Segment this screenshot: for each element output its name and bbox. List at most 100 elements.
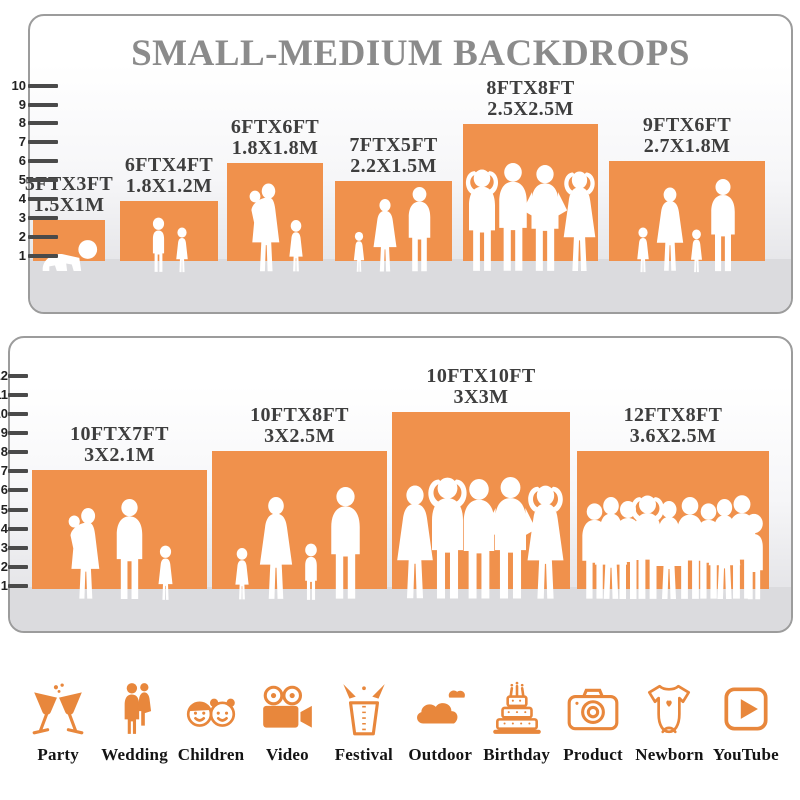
product-camera-icon	[567, 688, 619, 731]
size-m-label: 1.8X1.8M	[231, 137, 319, 159]
ruler-number: 5	[18, 172, 26, 187]
ruler-tick	[28, 254, 58, 258]
ruler-tick	[28, 84, 58, 88]
ruler-tick	[28, 140, 58, 144]
bar-size-label: 9FTX6FT 2.7X1.8M	[643, 115, 731, 157]
category-label: Video	[265, 745, 309, 764]
backdrop-bar	[227, 163, 323, 261]
category-item: Wedding	[96, 650, 172, 765]
ruler-tick	[8, 469, 28, 473]
size-m-label: 3X2.5M	[264, 425, 335, 447]
backdrop-bar	[392, 412, 570, 589]
ruler-tick	[8, 431, 28, 435]
children-faces-icon	[186, 698, 236, 727]
ruler-number: 7	[18, 134, 26, 149]
ruler-number: 2	[18, 229, 26, 244]
bar-size-label: 10FTX10FT 3X3M	[426, 366, 535, 408]
size-ft-label: 7FTX5FT	[349, 134, 438, 156]
category-item: Party	[20, 650, 96, 765]
ruler-number: 6	[0, 482, 8, 497]
category-label: Product	[563, 745, 623, 764]
wedding-couple-icon-box	[106, 678, 164, 740]
backdrop-bar	[577, 451, 769, 589]
page-title: SMALL-MEDIUM BACKDROPS	[131, 33, 690, 74]
category-item: Birthday	[478, 650, 554, 765]
size-m-label: 3.6X2.5M	[629, 425, 717, 447]
bar-size-label: 10FTX8FT 3X2.5M	[250, 405, 349, 447]
ruler-tick	[8, 508, 28, 512]
children-faces-icon-box	[182, 678, 240, 740]
video-camera-icon	[263, 685, 313, 728]
ruler-number: 6	[18, 153, 26, 168]
ruler-tick	[28, 103, 58, 107]
product-camera-icon-box	[564, 678, 622, 740]
size-ft-label: 9FTX6FT	[642, 114, 732, 136]
ruler-tick	[28, 216, 58, 220]
video-camera-icon-box	[258, 678, 316, 740]
ruler-tick	[8, 393, 28, 397]
ruler-tick	[8, 450, 28, 454]
ruler-number: 11	[0, 387, 8, 402]
category-label: Birthday	[483, 745, 551, 764]
panel-small-backdrops: SMALL-MEDIUM BACKDROPS 1 2 3 4 5 6 7 8 9 10 5FTX3…	[12, 14, 793, 314]
ruler-number: 3	[0, 540, 8, 555]
youtube-play-icon-box	[717, 678, 775, 740]
ruler-number: 7	[0, 463, 8, 478]
category-item: Children	[173, 650, 249, 765]
backdrop-bar	[463, 124, 598, 261]
newborn-onesie-icon-box	[640, 678, 698, 740]
ruler-tick	[8, 412, 28, 416]
bar-size-label: 8FTX8FT 2.5X2.5M	[486, 78, 574, 120]
ruler-number: 9	[0, 425, 8, 440]
category-label: Festival	[334, 745, 393, 764]
ruler-tick	[8, 565, 28, 569]
size-ft-label: 10FTX7FT	[70, 423, 169, 445]
category-item: Outdoor	[402, 650, 478, 765]
ruler-number: 4	[0, 521, 8, 536]
ruler-tick	[28, 235, 58, 239]
ruler-number: 1	[18, 248, 26, 263]
ruler-number: 5	[0, 502, 8, 517]
ruler-tick	[28, 197, 58, 201]
size-m-label: 1.8X1.2M	[125, 175, 213, 197]
bar-size-label: 12FTX8FT 3.6X2.5M	[624, 405, 723, 447]
category-label: Children	[177, 745, 245, 764]
ruler-tick	[28, 121, 58, 125]
party-glasses-icon-box	[29, 678, 87, 740]
category-label: Outdoor	[408, 745, 473, 764]
backdrop-bar	[120, 201, 218, 261]
ruler-number: 2	[0, 559, 8, 574]
bar-size-label: 10FTX7FT 3X2.1M	[70, 424, 169, 466]
ruler-tick	[8, 584, 28, 588]
size-m-label: 2.5X2.5M	[487, 98, 574, 120]
birthday-cake-icon-box	[488, 678, 546, 740]
bar-size-label: 6FTX4FT 1.8X1.2M	[125, 155, 213, 197]
size-m-label: 3X3M	[453, 386, 509, 408]
category-item: YouTube	[708, 650, 784, 765]
size-m-label: 3X2.1M	[84, 444, 155, 466]
size-ft-label: 6FTX6FT	[230, 116, 320, 138]
size-ft-label: 12FTX8FT	[623, 404, 723, 426]
birthday-cake-icon	[492, 681, 541, 734]
outdoor-clouds-icon-box	[411, 678, 469, 740]
category-label: Newborn	[635, 745, 704, 764]
size-ft-label: 10FTX10FT	[426, 365, 536, 387]
category-item: Newborn	[631, 650, 707, 765]
category-label: Party	[37, 745, 79, 764]
ruler: 123456789101112	[0, 338, 791, 631]
ruler-number: 10	[0, 406, 8, 421]
newborn-onesie-icon	[648, 684, 691, 734]
backdrop-bar	[609, 161, 765, 261]
ruler-number: 4	[18, 191, 26, 206]
wedding-couple-icon	[124, 683, 151, 734]
bar-size-label: 7FTX5FT 2.2X1.5M	[349, 135, 437, 177]
category-item: Festival	[326, 650, 402, 765]
size-m-label: 2.2X1.5M	[350, 155, 437, 177]
ruler-tick	[28, 159, 58, 163]
size-ft-label: 10FTX8FT	[250, 404, 349, 426]
ruler-number: 10	[11, 78, 26, 93]
ruler-tick	[8, 488, 28, 492]
festival-gift-icon	[343, 684, 385, 736]
ruler-tick	[8, 546, 28, 550]
